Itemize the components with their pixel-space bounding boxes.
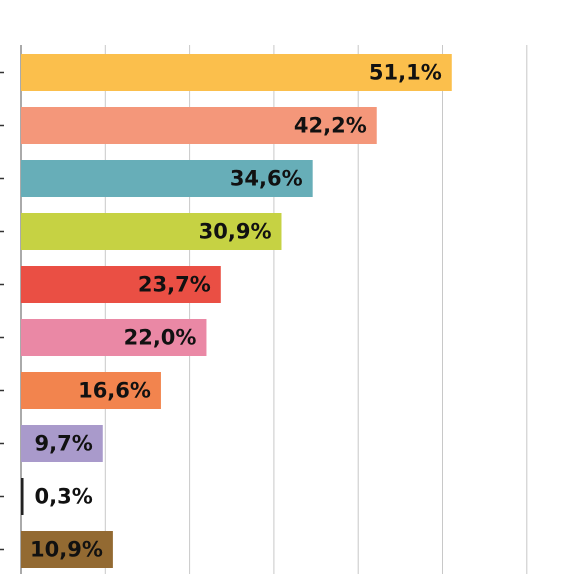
data-label: 22,0%: [124, 326, 197, 350]
bar: [21, 213, 282, 250]
bar: [21, 107, 377, 144]
bar: [21, 319, 207, 356]
bar: [21, 372, 161, 409]
data-label: 42,2%: [294, 114, 367, 138]
data-labels: 51,1% 42,2% 34,6% 30,9% 23,7% 22,0% 16,6% 9,7% 0…: [30, 61, 442, 562]
data-label: 51,1%: [369, 61, 442, 85]
bar: [21, 478, 24, 515]
bar: [21, 531, 113, 568]
bar: [21, 266, 221, 303]
bars: [21, 54, 452, 568]
data-label: 16,6%: [78, 379, 151, 403]
data-label: 0,3%: [35, 485, 93, 509]
data-label: 30,9%: [199, 220, 272, 244]
data-label: 9,7%: [35, 432, 93, 456]
bar: [21, 425, 103, 462]
data-label: 34,6%: [230, 167, 303, 191]
data-label: 23,7%: [138, 273, 211, 297]
bar: [21, 54, 452, 91]
bar: [21, 160, 313, 197]
data-label: 10,9%: [30, 538, 103, 562]
